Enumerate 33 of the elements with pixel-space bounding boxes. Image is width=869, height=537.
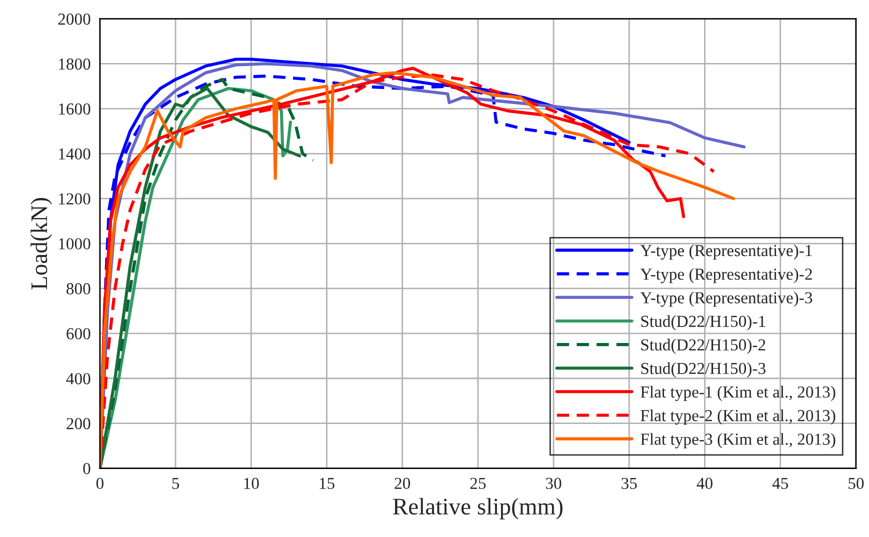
y-tick-label: 2000	[58, 13, 90, 25]
y-tick-label: 1800	[59, 58, 90, 70]
x-tick-label: 20	[394, 478, 410, 490]
x-tick-label: 10	[244, 478, 259, 490]
x-tick-label: 0	[96, 478, 104, 490]
legend-label: Flat type-2 (Kim et al., 2013)	[640, 410, 836, 425]
x-tick-label: 30	[546, 478, 562, 490]
x-axis-title: Relative slip(mm)	[393, 498, 562, 520]
y-tick-label: 1600	[59, 103, 90, 115]
y-tick-label: 1200	[59, 193, 90, 205]
y-tick-label: 0	[83, 462, 90, 474]
legend-label: Flat type-3 (Kim et al., 2013)	[640, 433, 836, 448]
x-tick-label: 50	[848, 478, 864, 490]
x-tick-label: 40	[696, 478, 712, 490]
x-tick-label: 5	[172, 478, 180, 490]
y-tick-label: 400	[66, 373, 90, 384]
legend-label: Y-type (Representative)-2	[640, 268, 812, 284]
y-tick-label: 1400	[59, 148, 90, 160]
y-tick-label: 600	[66, 328, 90, 340]
legend-label: Stud(D22/H150)-1	[641, 315, 766, 330]
y-axis-title: Load(kN)	[30, 198, 52, 290]
x-tick-label: 15	[320, 478, 334, 490]
x-tick-label: 45	[772, 478, 788, 490]
x-tick-label: 25	[470, 478, 486, 490]
legend-label: Y-type (Representative)-1	[640, 244, 812, 260]
legend-label: Stud(D22/H150)-3	[641, 362, 766, 378]
y-tick-label: 1000	[59, 238, 90, 250]
legend-label: Y-type (Representative)-3	[640, 292, 812, 307]
legend-label: Flat type-1 (Kim et al., 2013)	[640, 386, 836, 402]
y-tick-label: 200	[66, 418, 90, 430]
legend-label: Stud(D22/H150)-2	[641, 338, 766, 354]
y-tick-label: 800	[66, 283, 90, 294]
x-tick-label: 35	[622, 478, 637, 490]
